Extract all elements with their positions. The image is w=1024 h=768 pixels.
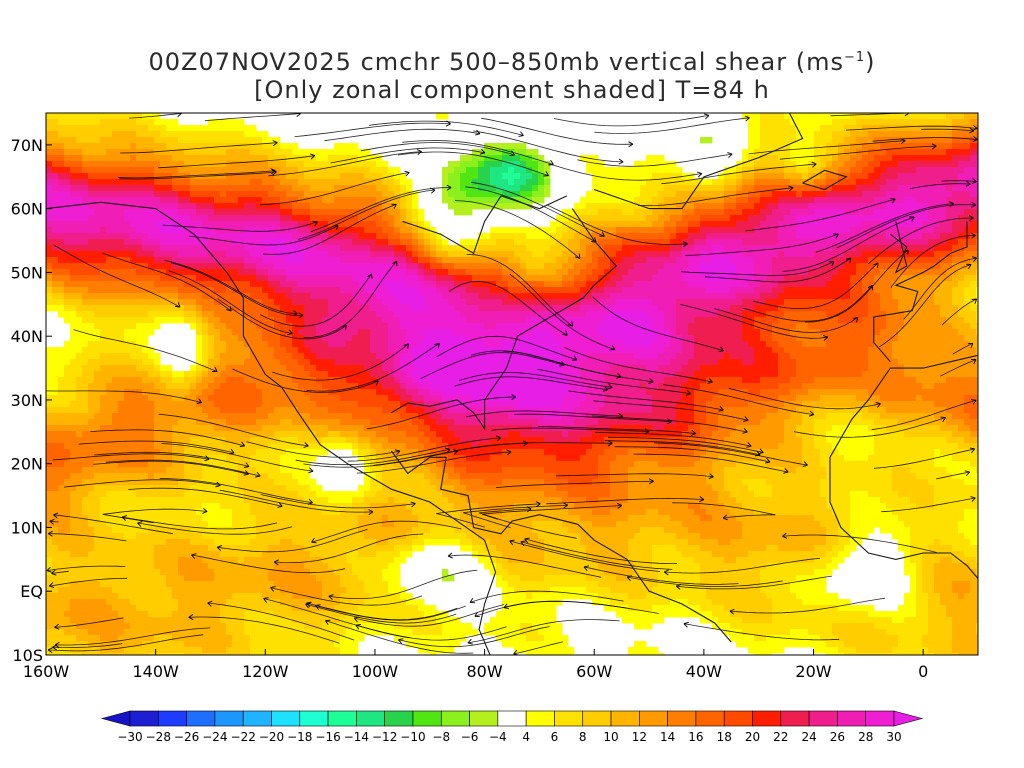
colorbar-label: 10: [603, 730, 618, 744]
colorbar-box: [356, 710, 385, 727]
colorbar-label: 16: [688, 730, 703, 744]
colorbar-label: 12: [632, 730, 647, 744]
colorbar-label: −16: [315, 730, 340, 744]
colorbar-box: [837, 710, 867, 727]
latitude-axis: 70N 60N 50N 40N 30N 20N 10N EQ 10S: [11, 136, 52, 665]
lon-tick-label: 80W: [466, 662, 502, 681]
lon-tick-label: 20W: [795, 662, 831, 681]
lon-tick-label: 100W: [352, 662, 399, 681]
colorbar-box: [610, 710, 640, 727]
lon-tick-label: 160W: [23, 662, 70, 681]
colorbar-box: [865, 710, 895, 727]
colorbar-label: −4: [489, 730, 507, 744]
colorbar-box: [582, 710, 612, 727]
colorbar-box: [780, 710, 810, 727]
colorbar-box: [299, 710, 329, 727]
colorbar-label: 28: [858, 730, 873, 744]
lat-tick-label: 70N: [11, 136, 43, 155]
colorbar-box: [695, 710, 725, 727]
colorbar-label: −18: [287, 730, 312, 744]
colorbar-box: [554, 710, 584, 727]
colorbar: −30 −28 −26 −24 −22 −20 −18 −16 −14 −12 −10 −8 −6 −4 4…: [100, 710, 924, 744]
colorbar-box: [271, 710, 301, 727]
colorbar-box: [157, 710, 187, 727]
colorbar-box: [808, 710, 838, 727]
lon-tick-label: 40W: [686, 662, 722, 681]
colorbar-label: −8: [432, 730, 450, 744]
lon-tick-label: 0: [918, 662, 928, 681]
colorbar-label: 24: [801, 730, 816, 744]
lat-tick-label: 40N: [11, 327, 43, 346]
colorbar-label: −22: [231, 730, 256, 744]
lat-tick-label: 10S: [12, 646, 43, 665]
colorbar-label: 6: [551, 730, 559, 744]
colorbar-labels: −30 −28 −26 −24 −22 −20 −18 −16 −14 −12 −10 −8 −6 −4 4…: [117, 730, 901, 744]
colorbar-label: −6: [461, 730, 479, 744]
lat-tick-label: 10N: [11, 518, 43, 537]
colorbar-box: [469, 710, 499, 727]
colorbar-box: [639, 710, 668, 727]
colorbar-label: 18: [717, 730, 732, 744]
colorbar-right-arrow: [893, 710, 924, 727]
colorbar-box: [723, 710, 753, 727]
colorbar-label: −20: [259, 730, 284, 744]
colorbar-label: −28: [146, 730, 171, 744]
lon-tick-label: 60W: [576, 662, 612, 681]
title-line-1-prefix: 00Z07NOV2025 cmchr 500–850mb vertical sh…: [148, 48, 844, 76]
lat-tick-label: 50N: [11, 263, 43, 282]
colorbar-label: −26: [174, 730, 199, 744]
colorbar-boxes: [100, 710, 924, 727]
colorbar-box: [327, 710, 357, 727]
colorbar-box: [752, 710, 782, 727]
colorbar-label: 26: [830, 730, 845, 744]
lon-tick-label: 140W: [132, 662, 179, 681]
map-frame: [45, 112, 979, 656]
colorbar-label: −10: [400, 730, 425, 744]
shaded-shear-field: [46, 113, 978, 655]
colorbar-label: 30: [886, 730, 901, 744]
colorbar-label: 4: [522, 730, 530, 744]
coastlines: [46, 113, 978, 655]
title-line-2: [Only zonal component shaded] T=84 h: [254, 76, 770, 104]
streamlines: [46, 113, 978, 655]
lat-tick-label: 20N: [11, 455, 43, 474]
colorbar-label: 20: [745, 730, 760, 744]
colorbar-box: [440, 710, 470, 727]
colorbar-box: [384, 710, 414, 727]
colorbar-left-arrow: [100, 710, 131, 727]
colorbar-label: −24: [202, 730, 227, 744]
colorbar-box: [525, 710, 555, 727]
colorbar-label: −12: [372, 730, 397, 744]
title-line-1: 00Z07NOV2025 cmchr 500–850mb vertical sh…: [0, 44, 1024, 76]
lon-tick-label: 120W: [242, 662, 289, 681]
title-line-1-sup: −1: [843, 50, 866, 65]
lat-tick-label: 30N: [11, 391, 43, 410]
colorbar-box: [497, 710, 527, 727]
colorbar-box: [129, 710, 159, 727]
chart-title: 00Z07NOV2025 cmchr 500–850mb vertical sh…: [0, 44, 1024, 104]
colorbar-label: 8: [579, 730, 587, 744]
longitude-axis: 160W 140W 120W 100W 80W 60W 40W 20W 0: [23, 649, 928, 681]
lat-tick-label: 60N: [11, 200, 43, 219]
colorbar-box: [214, 710, 244, 727]
colorbar-box: [242, 710, 272, 727]
colorbar-box: [186, 710, 216, 727]
title-line-1-suffix: ): [865, 48, 876, 76]
colorbar-label: −14: [344, 730, 369, 744]
lat-tick-label: EQ: [20, 582, 43, 601]
colorbar-label: 22: [773, 730, 788, 744]
colorbar-box: [412, 710, 442, 727]
colorbar-label: 14: [660, 730, 675, 744]
colorbar-label: −30: [117, 730, 142, 744]
colorbar-box: [667, 710, 697, 727]
